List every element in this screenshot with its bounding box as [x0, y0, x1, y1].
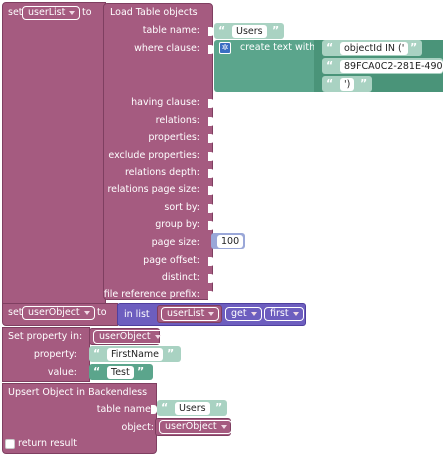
input-socket: [208, 45, 214, 54]
upsert-object-variable-block[interactable]: [155, 418, 231, 436]
input-socket: [208, 291, 214, 300]
exclude-properties-label: exclude properties:: [108, 150, 200, 161]
table-name-string-block[interactable]: “ Users ”: [214, 23, 284, 39]
in-list-label: in list: [124, 309, 150, 320]
set-userlist-block[interactable]: [2, 2, 106, 304]
text-item-1[interactable]: “ objectId IN (' ”: [322, 40, 422, 56]
upsert-table-name-field[interactable]: Users: [175, 402, 210, 415]
quote-open-icon: “: [161, 401, 169, 414]
property-field[interactable]: FirstName: [107, 348, 164, 361]
input-socket: [208, 99, 214, 108]
input-socket: [208, 169, 214, 178]
relations-page-size-label: relations page size:: [107, 184, 200, 195]
variable-dropdown-userlist[interactable]: userList: [22, 6, 81, 20]
file-reference-prefix-label: file reference prefix:: [103, 289, 200, 300]
text-item-2-field[interactable]: 89FCA0C2-281E-490B: [340, 60, 443, 73]
quote-close-icon: ”: [215, 401, 223, 414]
quote-open-icon: “: [93, 347, 101, 360]
input-socket: [208, 274, 214, 283]
properties-label: properties:: [148, 132, 200, 143]
to-label: to: [97, 307, 107, 318]
having-clause-label: having clause:: [131, 97, 200, 108]
value-label: value:: [47, 367, 77, 378]
chevron-down-icon: [83, 311, 90, 315]
variable-dropdown-userobject[interactable]: userObject: [22, 306, 95, 320]
text-item-3-field[interactable]: '): [340, 78, 355, 91]
text-item-2[interactable]: “ 89FCA0C2-281E-490B: [322, 58, 443, 74]
return-result-checkbox[interactable]: [5, 439, 15, 449]
page-offset-label: page offset:: [143, 255, 200, 266]
return-result-label: return result: [18, 438, 77, 449]
set-property-block[interactable]: [2, 327, 90, 382]
group-by-label: group by:: [155, 219, 200, 230]
chevron-down-icon: [208, 312, 215, 316]
gear-icon[interactable]: ✲: [219, 42, 231, 54]
quote-close-icon: ”: [410, 41, 418, 54]
input-socket: [208, 152, 214, 161]
quote-open-icon: “: [326, 77, 334, 90]
input-socket: [151, 405, 157, 414]
get-dropdown[interactable]: get: [225, 307, 262, 321]
table-name-field[interactable]: Users: [232, 25, 267, 38]
quote-close-icon: ”: [272, 24, 280, 37]
value-field[interactable]: Test: [107, 366, 134, 379]
load-table-title: Load Table objects: [110, 7, 198, 18]
text-item-3[interactable]: “ ') ”: [322, 76, 372, 92]
input-socket: [208, 257, 214, 266]
upsert-object-block[interactable]: [2, 383, 157, 454]
upsert-table-name-label: table name:: [96, 404, 154, 415]
chevron-down-icon: [250, 312, 257, 316]
quote-open-icon: “: [93, 365, 101, 378]
upsert-object-label: object:: [121, 422, 154, 433]
relations-label: relations:: [155, 115, 200, 126]
set-label: set: [8, 307, 23, 318]
variable-dropdown-upsert-object[interactable]: userObject: [159, 420, 232, 434]
chevron-down-icon: [292, 312, 299, 316]
input-socket: [208, 27, 214, 36]
upsert-table-name-string-block[interactable]: “ Users ”: [157, 400, 227, 416]
quote-open-icon: “: [218, 24, 226, 37]
list-variable-block[interactable]: [157, 305, 222, 323]
set-label: set: [8, 7, 23, 18]
relations-depth-label: relations depth:: [124, 167, 200, 178]
variable-dropdown-property-object[interactable]: userObject: [93, 330, 166, 344]
load-table-objects-block[interactable]: [103, 3, 213, 300]
position-dropdown[interactable]: first: [264, 307, 304, 321]
variable-dropdown-list[interactable]: userList: [161, 307, 220, 321]
input-socket: [208, 204, 214, 213]
quote-open-icon: “: [326, 59, 334, 72]
page-size-field[interactable]: 100: [217, 235, 244, 248]
quote-close-icon: ”: [137, 365, 145, 378]
quote-close-icon: ”: [167, 347, 175, 360]
property-label: property:: [33, 349, 77, 360]
chevron-down-icon: [220, 425, 227, 429]
chevron-down-icon: [69, 11, 76, 15]
page-size-number-block[interactable]: 100: [211, 233, 245, 249]
to-label: to: [82, 7, 92, 18]
upsert-title: Upsert Object in Backendless: [8, 387, 148, 398]
chevron-down-icon: [154, 335, 161, 339]
where-clause-label: where clause:: [134, 43, 200, 54]
text-item-1-field[interactable]: objectId IN (': [340, 42, 409, 55]
input-socket: [208, 134, 214, 143]
quote-open-icon: “: [326, 41, 334, 54]
set-property-title: Set property in:: [8, 331, 83, 342]
input-socket: [208, 117, 214, 126]
quote-close-icon: ”: [360, 77, 368, 90]
property-string-block[interactable]: “ FirstName ”: [89, 346, 181, 362]
distinct-label: distinct:: [161, 272, 200, 283]
table-name-label: table name:: [142, 25, 200, 36]
page-size-label: page size:: [151, 237, 200, 248]
create-text-label: create text with: [240, 42, 316, 53]
input-socket: [208, 221, 214, 230]
input-socket: [208, 186, 214, 195]
value-string-block[interactable]: “ Test ”: [89, 364, 153, 380]
sort-by-label: sort by:: [164, 202, 200, 213]
